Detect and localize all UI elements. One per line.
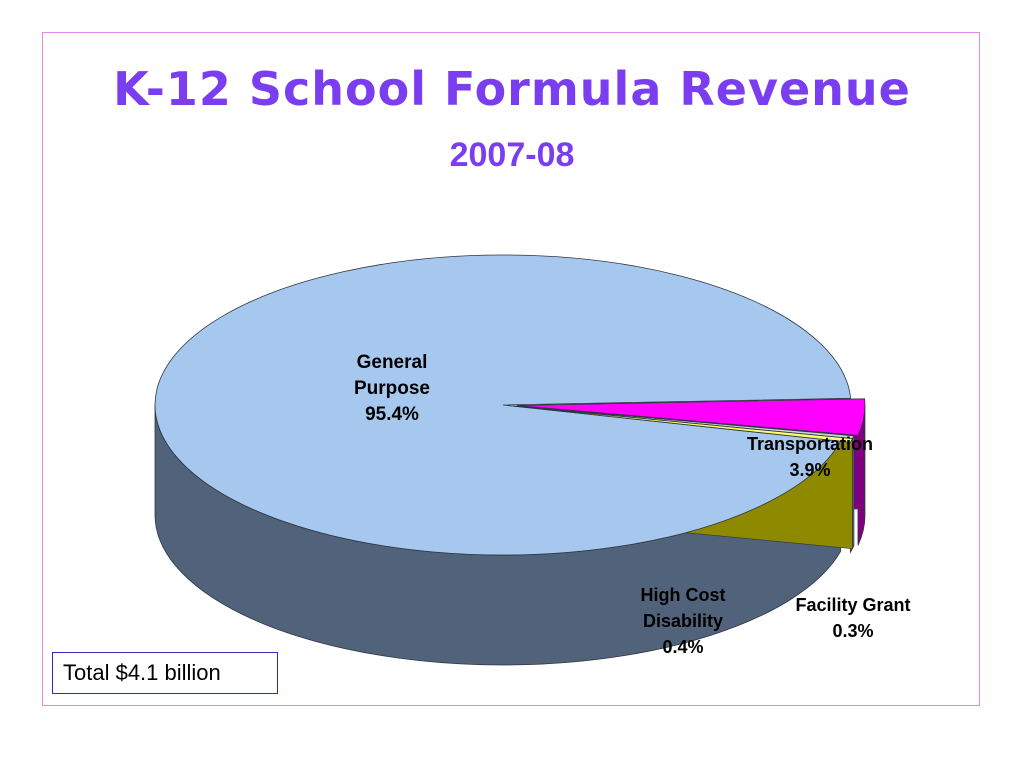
total-note: Total $4.1 billion <box>52 652 278 694</box>
chart-subtitle: 2007-08 <box>449 136 575 174</box>
data-label: Transportation 3.9% <box>747 434 873 480</box>
pie-labels: General Purpose 95.4% Transportation 3.9% Fac… <box>354 352 911 657</box>
pie-slice-transportation <box>516 398 866 436</box>
chart-title: K-12 School Formula Revenue <box>113 62 911 116</box>
pie-slice-high-cost-disability <box>512 405 854 443</box>
data-label: Facility Grant 0.3% <box>795 595 910 641</box>
pie-slice-general-purpose <box>154 254 852 556</box>
data-label: General Purpose 95.4% <box>354 352 430 425</box>
pie-tops <box>154 254 866 556</box>
data-label: High Cost Disability 0.4% <box>641 585 726 657</box>
slide-frame <box>42 32 980 706</box>
